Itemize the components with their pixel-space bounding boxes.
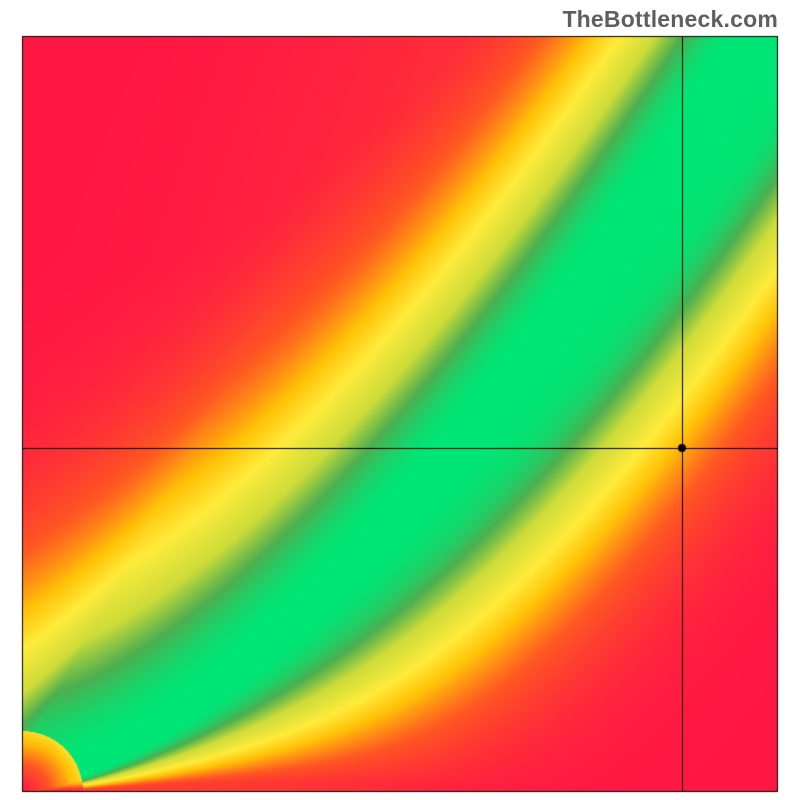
watermark-label: TheBottleneck.com bbox=[562, 6, 778, 33]
chart-container: TheBottleneck.com bbox=[0, 0, 800, 800]
bottleneck-heatmap bbox=[0, 0, 800, 800]
